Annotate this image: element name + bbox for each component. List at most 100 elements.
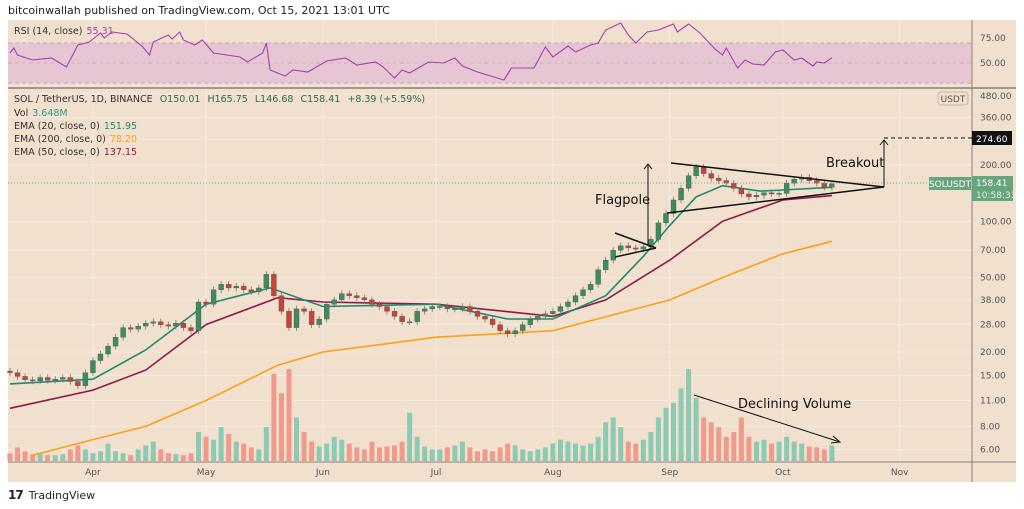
candle-body [829,183,835,188]
candle-body [60,377,66,380]
volume-bar [565,441,571,461]
volume-bar [490,451,496,461]
candle-body [761,192,767,196]
volume-bar [648,431,654,461]
volume-bars [7,369,835,461]
price-tick-label: 480.00 [980,92,1012,102]
tradingview-brand[interactable]: TradingView [28,488,96,502]
volume-bar [75,445,81,461]
usdt-unit-tag[interactable] [937,91,969,106]
volume-bar [610,417,616,461]
pennant-lower-line[interactable] [666,186,885,214]
rsi-tick-label: 50.00 [980,59,1006,69]
target-price-tag [972,131,1012,145]
volume-bar [399,441,405,461]
candle-body [783,182,790,194]
candle-body [467,306,473,312]
pennant-upper-line[interactable] [670,162,885,188]
time-axis[interactable]: Apr May Jun Jul Aug Sep Oct Nov [85,468,909,478]
flag-lower-line[interactable] [614,247,657,258]
volume-bar [271,373,277,461]
chart-background [8,20,1016,482]
price-tick-label: 100.00 [980,217,1012,227]
volume-bar [294,417,300,461]
publisher-header: bitcoinwallah published on TradingView.c… [8,4,390,17]
price-tick-label: 28.00 [980,321,1006,331]
candle-body [173,323,179,327]
candle-body [301,308,307,312]
flag-upper-line[interactable] [614,232,657,249]
candle-body [776,193,782,195]
candle-body [580,289,586,296]
volume-bar [467,447,473,461]
breakout-annotation[interactable]: Breakout [826,156,885,171]
rsi-legend-label: RSI (14, close) [14,26,83,37]
ema50-legend-value: 137.15 [103,147,138,158]
candle-body [414,311,420,322]
volume-bar [158,449,164,461]
candle-body [256,287,262,292]
volume-bar [316,446,322,461]
candle-body [143,323,149,327]
candle-body [195,301,202,331]
candle-body [158,321,164,325]
volume-bar [814,447,820,461]
candle-body [429,306,435,310]
rsi-legend: RSI (14, close) 55.31 [14,26,118,37]
candle-body [685,175,692,189]
volume-bar [595,436,601,461]
candle-body [527,318,533,325]
rsi-axis[interactable]: 75.00 50.00 [980,34,1006,69]
volume-bar [30,454,36,461]
candle-body [188,327,194,331]
candle-body [354,295,360,298]
tradingview-logo-icon[interactable]: 17 [8,488,24,502]
candle-body [497,324,503,331]
ema200-line [32,240,833,457]
price-axis[interactable]: 480.00 360.00 200.00 100.00 70.00 50.00 38.00 2… [980,92,1012,456]
volume-bar [256,449,262,461]
drawings[interactable] [614,137,972,444]
ema50-legend: EMA (50, close, 0) 137.15 [14,147,141,158]
volume-bar [414,436,420,461]
volume-bar [806,446,812,461]
flagpole-annotation[interactable]: Flagpole [595,193,651,208]
volume-legend-value: 3.648M [32,108,68,119]
symbol-name[interactable]: SOL / TetherUS, 1D, BINANCE [14,94,153,105]
volume-bar [165,453,171,461]
volume-bar [150,441,156,461]
candle-body [814,180,820,184]
candle-body [535,316,541,320]
rsi-tick-label: 75.00 [980,34,1006,44]
declining-volume-annotation[interactable]: Declining Volume [738,397,852,412]
candle-body [557,306,564,312]
candle-body [550,311,556,314]
candle-body [7,370,13,373]
volume-bar [188,453,194,461]
volume-bar [731,431,737,461]
candle-body [210,289,217,305]
volume-bar [633,443,639,461]
volume-bar [67,449,73,461]
declining-volume-arrow[interactable] [693,394,841,443]
candle-body [361,297,368,301]
candle-body [45,377,51,381]
volume-bar [82,449,88,461]
candle-body [82,372,89,386]
candle-body [233,285,239,289]
candle-body [437,306,443,308]
candle-body [459,306,466,310]
time-tick-label: Oct [775,468,791,478]
ema200-legend-label: EMA (200, close, 0) [14,134,106,145]
volume-bar [701,417,707,461]
volume-bar [203,436,209,461]
candle-body [369,299,375,305]
volume-bar [474,451,480,461]
volume-bar [7,453,13,461]
volume-bar [686,369,692,461]
ema20-legend-label: EMA (20, close, 0) [14,121,100,132]
candle-body [512,330,518,335]
volume-bar [625,441,631,461]
candle-body [633,247,639,250]
